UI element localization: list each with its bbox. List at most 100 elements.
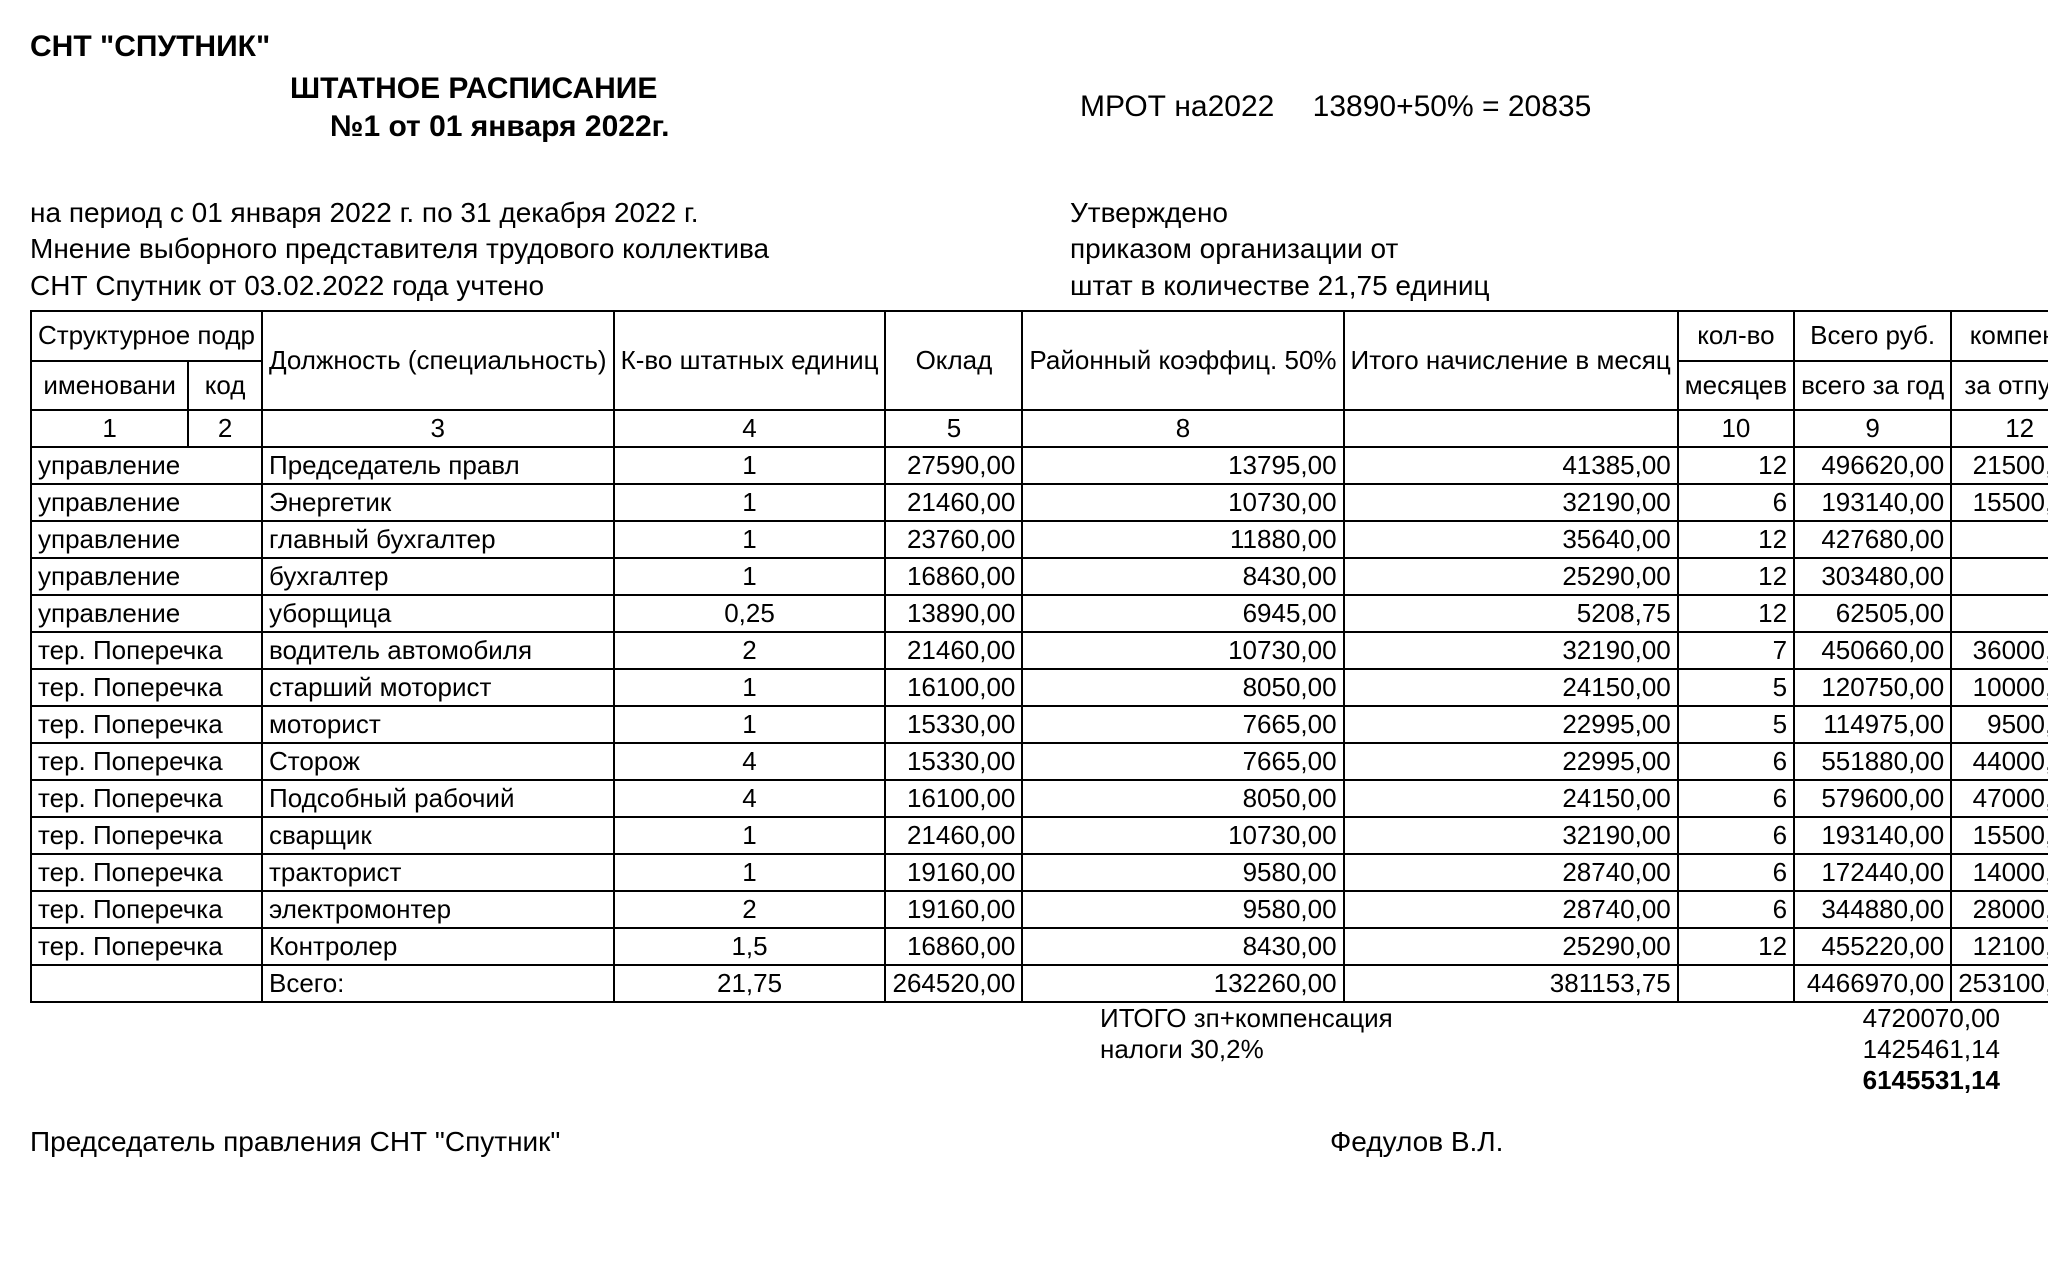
cell-comp bbox=[1951, 521, 2048, 558]
table-row: тер. Поперечкамоторист115330,007665,0022… bbox=[31, 706, 2048, 743]
cell-units: 1 bbox=[614, 817, 886, 854]
cell-total: 551880,00 bbox=[1794, 743, 1951, 780]
cell-dept: тер. Поперечка bbox=[31, 632, 262, 669]
cell-coeff: 7665,00 bbox=[1022, 743, 1343, 780]
th-total-top: Всего руб. bbox=[1794, 311, 1951, 361]
opinion-line1: Мнение выборного представителя трудового… bbox=[30, 231, 1070, 267]
cell-pos: Подсобный рабочий bbox=[262, 780, 614, 817]
cell-total-label: Всего: bbox=[262, 965, 614, 1002]
cell-months: 7 bbox=[1678, 632, 1794, 669]
cell-salary: 19160,00 bbox=[885, 891, 1022, 928]
th-units: К-во штатных единиц bbox=[614, 311, 886, 410]
cell-pos: электромонтер bbox=[262, 891, 614, 928]
cell-units: 4 bbox=[614, 780, 886, 817]
cell-dept: тер. Поперечка bbox=[31, 854, 262, 891]
cell-units: 1 bbox=[614, 558, 886, 595]
document-page: СНТ "СПУТНИК" ШТАТНОЕ РАСПИСАНИЕ №1 от 0… bbox=[0, 0, 2048, 1282]
colnum: 5 bbox=[885, 410, 1022, 447]
th-struct: Структурное подр bbox=[31, 311, 262, 361]
cell-dept bbox=[31, 965, 262, 1002]
table-row: тер. Поперечкаэлектромонтер219160,009580… bbox=[31, 891, 2048, 928]
cell-months: 5 bbox=[1678, 669, 1794, 706]
cell-monthly: 28740,00 bbox=[1344, 854, 1678, 891]
cell-total: 579600,00 bbox=[1794, 780, 1951, 817]
cell-comp: 14000,00 bbox=[1951, 854, 2048, 891]
cell-dept: управление bbox=[31, 484, 262, 521]
cell-pos: бухгалтер bbox=[262, 558, 614, 595]
meta-left: на период с 01 января 2022 г. по 31 дека… bbox=[30, 195, 1070, 304]
cell-dept: управление bbox=[31, 558, 262, 595]
cell-salary: 16100,00 bbox=[885, 669, 1022, 706]
cell-coeff: 13795,00 bbox=[1022, 447, 1343, 484]
colnum: 1 bbox=[31, 410, 188, 447]
cell-total: 62505,00 bbox=[1794, 595, 1951, 632]
cell-monthly: 35640,00 bbox=[1344, 521, 1678, 558]
cell-units: 1 bbox=[614, 447, 886, 484]
cell-months: 12 bbox=[1678, 595, 1794, 632]
cell-total: 427680,00 bbox=[1794, 521, 1951, 558]
cell-salary: 16860,00 bbox=[885, 928, 1022, 965]
cell-dept: управление bbox=[31, 447, 262, 484]
mrot-calc: 13890+50% = 20835 bbox=[1313, 90, 1592, 123]
cell-pos: старший моторист bbox=[262, 669, 614, 706]
cell-months: 12 bbox=[1678, 447, 1794, 484]
th-comp-sub: за отпуск bbox=[1951, 361, 2048, 411]
total-val-1: 4720070,00 bbox=[1700, 1003, 2000, 1034]
cell-comp: 47000,00 bbox=[1951, 780, 2048, 817]
cell-dept: управление bbox=[31, 521, 262, 558]
cell-comp: 9500,00 bbox=[1951, 706, 2048, 743]
cell-coeff: 8430,00 bbox=[1022, 558, 1343, 595]
cell-total: 193140,00 bbox=[1794, 817, 1951, 854]
cell-pos: Председатель правл bbox=[262, 447, 614, 484]
th-months-top: кол-во bbox=[1678, 311, 1794, 361]
cell-salary: 21460,00 bbox=[885, 484, 1022, 521]
colnum: 10 bbox=[1678, 410, 1794, 447]
colnum-row: 1 2 3 4 5 8 10 9 12 11 bbox=[31, 410, 2048, 447]
cell-monthly: 25290,00 bbox=[1344, 558, 1678, 595]
cell-total: 172440,00 bbox=[1794, 854, 1951, 891]
table-totals-row: Всего:21,75264520,00132260,00381153,7544… bbox=[31, 965, 2048, 1002]
cell-months: 12 bbox=[1678, 521, 1794, 558]
th-code-sub: код bbox=[188, 361, 262, 411]
cell-pos: Сторож bbox=[262, 743, 614, 780]
cell-comp: 36000,00 bbox=[1951, 632, 2048, 669]
cell-salary: 21460,00 bbox=[885, 817, 1022, 854]
cell-coeff: 6945,00 bbox=[1022, 595, 1343, 632]
cell-units: 1 bbox=[614, 706, 886, 743]
cell-salary: 16860,00 bbox=[885, 558, 1022, 595]
cell-comp: 12100,00 bbox=[1951, 928, 2048, 965]
org-name: СНТ "СПУТНИК" bbox=[30, 30, 2018, 64]
cell-total: 303480,00 bbox=[1794, 558, 1951, 595]
table-row: управлениеглавный бухгалтер123760,001188… bbox=[31, 521, 2048, 558]
cell-monthly: 24150,00 bbox=[1344, 669, 1678, 706]
cell-coeff: 132260,00 bbox=[1022, 965, 1343, 1002]
cell-coeff: 8430,00 bbox=[1022, 928, 1343, 965]
cell-dept: тер. Поперечка bbox=[31, 743, 262, 780]
cell-dept: тер. Поперечка bbox=[31, 706, 262, 743]
colnum: 9 bbox=[1794, 410, 1951, 447]
cell-dept: тер. Поперечка bbox=[31, 891, 262, 928]
cell-comp: 21500,00 bbox=[1951, 447, 2048, 484]
cell-comp: 15500,00 bbox=[1951, 484, 2048, 521]
table-row: тер. ПоперечкаСторож415330,007665,002299… bbox=[31, 743, 2048, 780]
cell-pos: уборщица bbox=[262, 595, 614, 632]
table-row: тер. ПоперечкаКонтролер1,516860,008430,0… bbox=[31, 928, 2048, 965]
cell-pos: тракторист bbox=[262, 854, 614, 891]
cell-coeff: 11880,00 bbox=[1022, 521, 1343, 558]
th-months-sub: месяцев bbox=[1678, 361, 1794, 411]
cell-pos: Контролер bbox=[262, 928, 614, 965]
staffing-table: Структурное подр Должность (специальност… bbox=[30, 310, 2048, 1003]
th-total-sub: всего за год bbox=[1794, 361, 1951, 411]
cell-monthly: 24150,00 bbox=[1344, 780, 1678, 817]
cell-monthly: 32190,00 bbox=[1344, 632, 1678, 669]
cell-salary: 15330,00 bbox=[885, 743, 1022, 780]
cell-salary: 21460,00 bbox=[885, 632, 1022, 669]
period-line: на период с 01 января 2022 г. по 31 дека… bbox=[30, 195, 1070, 231]
total-label-1: ИТОГО зп+компенсация bbox=[1100, 1003, 1620, 1034]
total-val-3: 6145531,14 bbox=[1700, 1065, 2000, 1096]
cell-pos: водитель автомобиля bbox=[262, 632, 614, 669]
cell-monthly: 25290,00 bbox=[1344, 928, 1678, 965]
cell-coeff: 9580,00 bbox=[1022, 854, 1343, 891]
cell-pos: моторист bbox=[262, 706, 614, 743]
signature-row: Председатель правления СНТ "Спутник" Фед… bbox=[30, 1126, 2018, 1158]
